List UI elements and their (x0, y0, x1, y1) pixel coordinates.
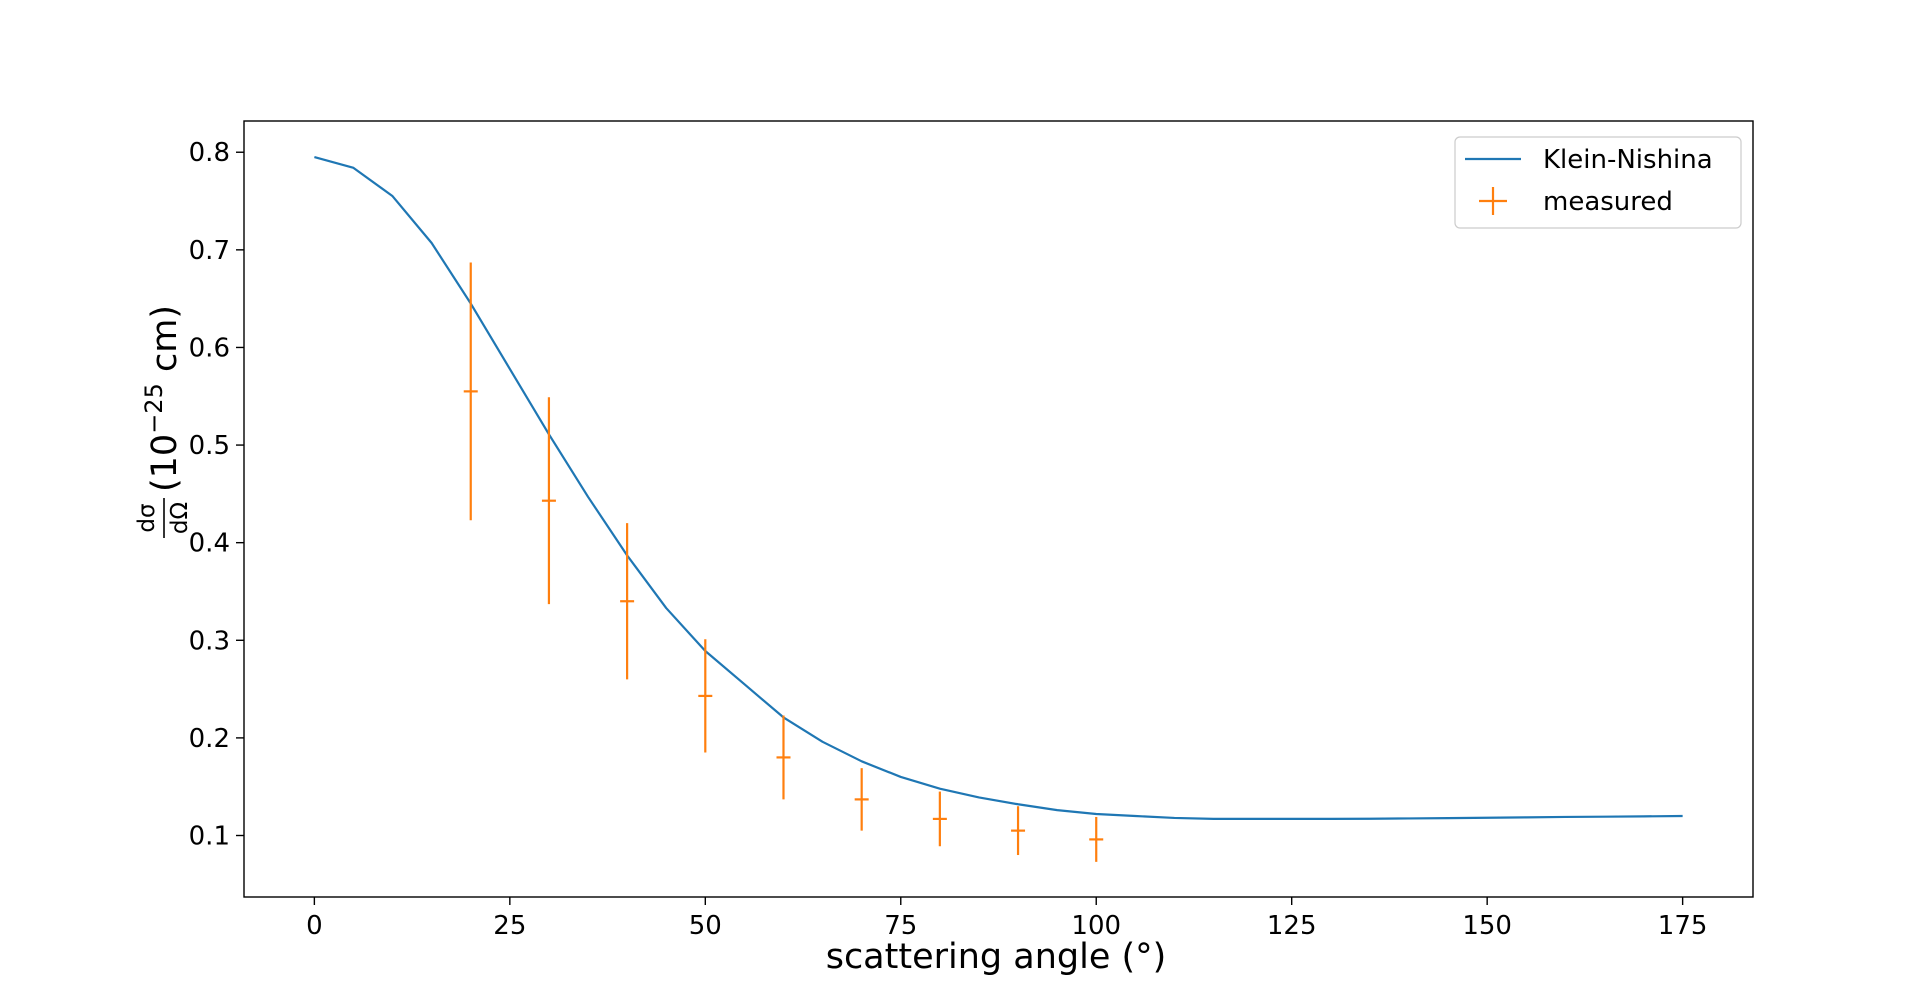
data-point-measured (620, 523, 635, 680)
x-tick-label: 175 (1658, 911, 1708, 941)
x-tick-label: 125 (1267, 911, 1317, 941)
series-line-klein-nishina (314, 156, 1683, 821)
legend-item: Klein-Nishina (1465, 145, 1713, 175)
x-axis-title: scattering angle (°) (826, 937, 1167, 977)
x-tick-label: 150 (1462, 911, 1512, 941)
legend-label: Klein-Nishina (1543, 145, 1713, 175)
legend: Klein-Nishina measured (1454, 136, 1742, 229)
legend-item: measured (1479, 187, 1673, 217)
x-tick-label: 100 (1071, 911, 1121, 941)
x-tick-label: 50 (689, 911, 722, 941)
data-point-measured (698, 639, 713, 753)
plot-layer (314, 156, 1683, 862)
data-point-measured (541, 397, 556, 605)
data-point-measured (1089, 816, 1104, 862)
y-tick-label: 0.5 (189, 431, 230, 461)
data-point-measured (854, 768, 869, 831)
x-tick-label: 25 (493, 911, 526, 941)
data-point-measured (1011, 806, 1026, 856)
legend-box (1454, 136, 1742, 229)
y-tick-label: 0.8 (189, 138, 230, 168)
data-point-measured (932, 791, 947, 847)
y-tick-label: 0.3 (189, 626, 230, 656)
y-tick-label: 0.6 (189, 333, 230, 363)
y-tick-label: 0.1 (189, 822, 230, 852)
y-axis-unit-exponent: −25 (140, 383, 168, 434)
legend-label: measured (1543, 187, 1673, 217)
y-axis-unit: (10−25 cm) (140, 305, 185, 492)
y-axis-fraction-numerator: dσ (134, 503, 160, 532)
y-tick-label: 0.7 (189, 236, 230, 266)
plot-frame (243, 120, 1754, 898)
data-point-measured (463, 262, 478, 521)
y-axis-title: dσ dΩ (10−25 cm) (134, 305, 193, 538)
data-point-measured (776, 715, 791, 800)
y-tick-label: 0.2 (189, 724, 230, 754)
axes-layer: 0 25 50 75 100 125 150 175 0.1 0.2 0.3 0.4 0.5 0.6 0.7… (189, 120, 1754, 941)
x-tick-label: 75 (884, 911, 917, 941)
x-tick-label: 0 (306, 911, 323, 941)
y-axis-unit-close: cm) (145, 305, 185, 383)
y-axis-fraction-denominator: dΩ (167, 502, 193, 534)
y-tick-label: 0.4 (189, 529, 230, 559)
y-axis-unit-open: (10 (145, 434, 185, 492)
